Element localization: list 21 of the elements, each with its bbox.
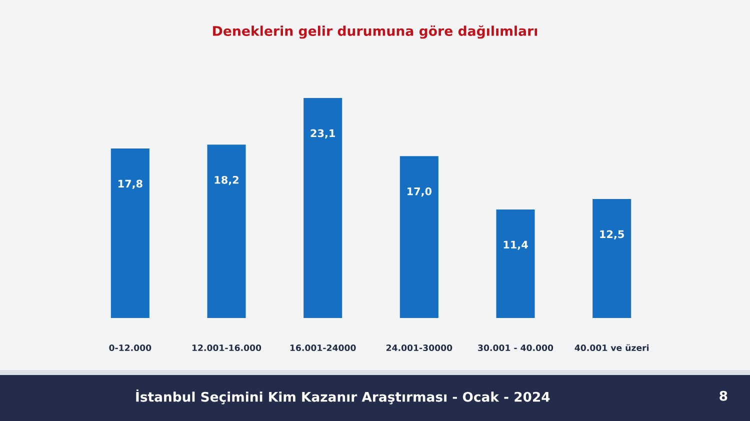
x-tick-label: 40.001 ve üzeri: [574, 344, 649, 352]
data-label: 17,0: [407, 187, 432, 197]
x-tick-label: 16.001-24000: [290, 344, 356, 352]
text: 8: [720, 390, 728, 401]
bar: [400, 156, 438, 318]
x-tick-label: 24.001-30000: [386, 344, 452, 352]
bar: [496, 209, 535, 318]
x-tick-label: 12.001-16.000: [192, 344, 262, 352]
x-tick-label: 0-12.000: [109, 344, 152, 352]
data-label: 12,5: [600, 230, 624, 240]
bar: [304, 98, 342, 318]
data-label: 17,8: [118, 180, 142, 189]
data-label: 23,1: [310, 129, 335, 138]
bar: [207, 144, 246, 318]
bar: [110, 148, 150, 318]
data-label: 18,2: [214, 176, 238, 186]
bar: [592, 198, 632, 318]
text: İstanbul Seçimini Kim Kazanır Araştırması - Ocak - 2024: [136, 389, 550, 404]
x-tick-label: 30.001 - 40.000: [478, 344, 554, 352]
chart-title: Deneklerin gelir durumuna göre dağılımları: [213, 25, 538, 39]
data-label: 11,4: [504, 240, 528, 250]
